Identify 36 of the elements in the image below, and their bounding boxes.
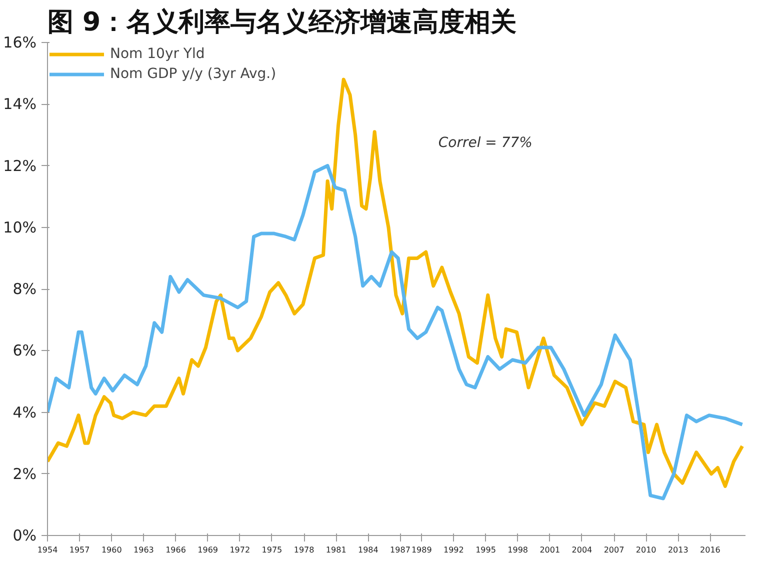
x-tick-label: 2001 [540,546,560,554]
x-tick-label: 1992 [444,546,464,554]
x-tick-label: 1954 [37,546,58,554]
legend-label: Nom 10yr Yld [110,46,205,62]
x-tick-label: 1975 [262,546,282,554]
y-tick-label: 12% [3,156,37,175]
x-tick-label: 1972 [230,546,250,554]
legend-label: Nom GDP y/y (3yr Avg.) [110,66,276,82]
x-tick-label: 1998 [508,546,528,554]
annotation: Correl = 77% [438,134,532,151]
y-tick-label: 6% [12,342,36,360]
x-tick-label: 2013 [668,546,688,554]
y-tick-label: 0% [12,526,36,544]
x-tick-label: 1957 [69,546,90,554]
x-tick-label: 1960 [101,546,122,554]
y-tick-label: 4% [12,403,36,422]
x-tick-label: 1966 [166,546,186,554]
line-series [48,164,744,500]
x-tick-label: 1981 [326,546,346,554]
x-tick-label: 1995 [476,546,496,554]
y-tick-label: 2% [12,464,36,483]
x-tick-label: 2010 [636,546,656,554]
y-tick-label: 10% [3,218,37,236]
y-tick-label: 14% [3,95,37,114]
x-tick-label: 1978 [294,546,314,554]
x-tick-label: 1989 [411,546,432,554]
x-tick-label: 1969 [198,546,218,554]
x-tick-label: 2007 [604,546,624,554]
y-tick-label: 16% [3,34,37,52]
chart-title: 图 9：名义利率与名义经济增速高度相关 [48,8,517,38]
x-tick-label: 1984 [358,546,378,554]
y-tick-label: 8% [12,280,36,298]
x-tick-label: 1963 [134,546,154,554]
x-tick-label: 2004 [572,546,592,554]
x-tick-label: 1987 [390,546,410,554]
x-tick-label: 2016 [700,546,720,554]
